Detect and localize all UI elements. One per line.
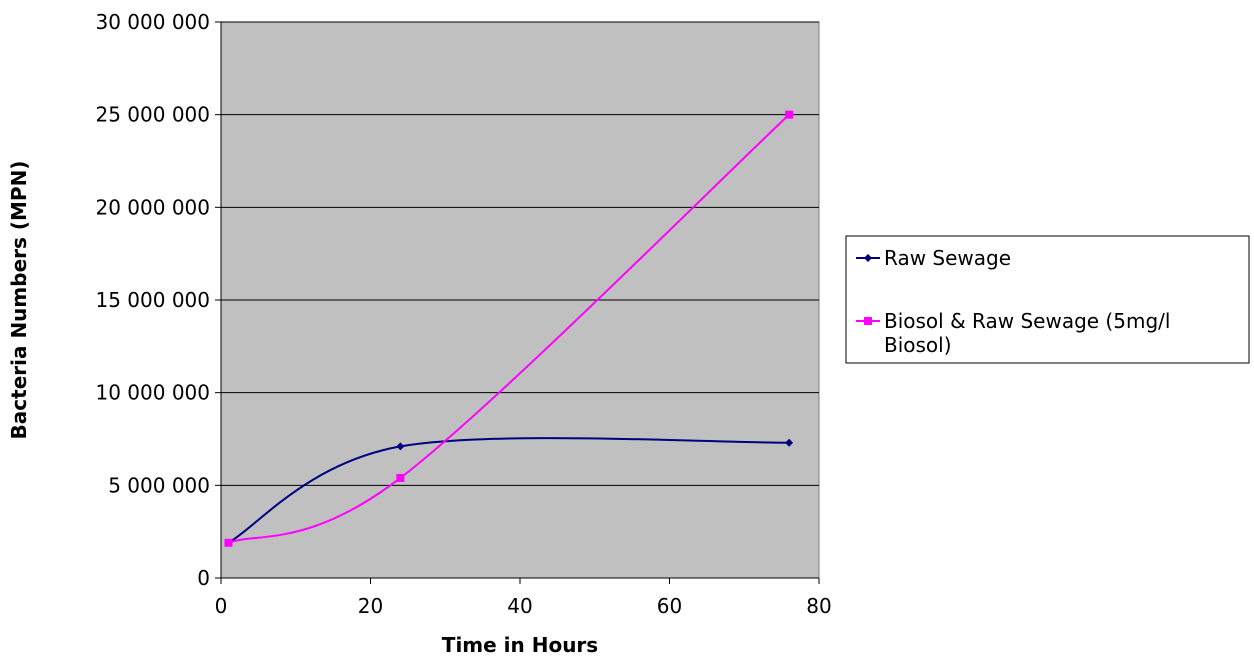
legend-marker-raw-sewage xyxy=(864,254,872,262)
y-tick-label-5: 25 000 000 xyxy=(95,103,210,127)
x-tick-label-3: 60 xyxy=(657,594,682,618)
x-tick-label-2: 40 xyxy=(507,594,532,618)
series-line-0 xyxy=(227,437,790,544)
series-0-point-1 xyxy=(396,442,405,451)
y-tick-label-1: 5 000 000 xyxy=(108,473,210,497)
legend-marker-biosol xyxy=(864,317,872,325)
plot-area xyxy=(220,21,820,579)
series-1-point-0 xyxy=(224,538,233,547)
series-group xyxy=(224,110,794,547)
y-axis-title: Bacteria Numbers (MPN) xyxy=(7,161,31,440)
legend-label-biosol-line-2: Biosol) xyxy=(884,333,952,357)
legend-label-biosol-line-1: Biosol & Raw Sewage (5mg/l xyxy=(884,309,1170,333)
legend-label-raw-sewage: Raw Sewage xyxy=(884,246,1011,270)
y-tick-label-6: 30 000 000 xyxy=(95,10,210,34)
series-1-point-2 xyxy=(785,110,794,119)
series-line-1 xyxy=(228,113,790,544)
series-1-point-1 xyxy=(396,473,405,482)
x-axis-title: Time in Hours xyxy=(442,633,598,657)
legend-label-biosol: Biosol & Raw Sewage (5mg/l Biosol) xyxy=(884,309,1177,357)
x-tick-label-0: 0 xyxy=(215,594,228,618)
series-0-point-2 xyxy=(785,438,794,447)
legend: Raw Sewage Biosol & Raw Sewage (5mg/l Bi… xyxy=(845,235,1250,364)
y-tick-label-4: 20 000 000 xyxy=(95,195,210,219)
axes: 0 5 000 000 10 000 000 15 000 000 20 000 000… xyxy=(95,10,831,618)
x-tick-label-4: 80 xyxy=(806,594,831,618)
x-tick-label-1: 20 xyxy=(358,594,383,618)
y-tick-label-3: 15 000 000 xyxy=(95,288,210,312)
legend-box xyxy=(845,235,1250,364)
y-tick-label-2: 10 000 000 xyxy=(95,381,210,405)
y-tick-label-0: 0 xyxy=(197,566,210,590)
